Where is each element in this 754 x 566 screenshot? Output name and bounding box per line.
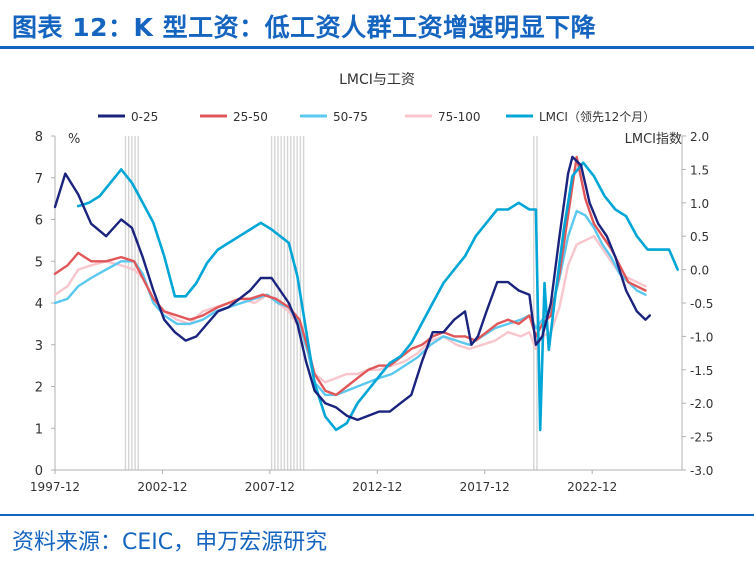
lmci-wage-chart: LMCI与工资 0-25 25-50 50-75 75-100 LMCI（领先12个月）… <box>30 72 713 494</box>
left-tick-label: 5 <box>35 255 43 270</box>
right-tick-label: -0.5 <box>690 297 713 311</box>
x-tick-label: 2012-12 <box>352 480 402 494</box>
legend-item-2: 50-75 <box>300 110 368 124</box>
legend-label: LMCI（领先12个月） <box>539 110 655 124</box>
legend: 0-25 25-50 50-75 75-100 LMCI（领先12个月） <box>98 110 655 124</box>
legend-item-1: 25-50 <box>200 110 268 124</box>
figure-title: 图表 12：K 型工资：低工资人群工资增速明显下降 <box>12 13 597 42</box>
title-rule <box>0 46 754 49</box>
left-tick-label: 4 <box>35 297 43 312</box>
x-tick-label: 2002-12 <box>137 480 187 494</box>
series-line-2 <box>53 209 647 397</box>
right-tick-label: -2.0 <box>690 397 713 411</box>
left-tick-label: 2 <box>35 381 43 396</box>
legend-label: 50-75 <box>333 110 368 124</box>
source-note: 资料来源：CEIC，申万宏源研究 <box>12 530 328 555</box>
left-axis-unit: % <box>68 132 80 147</box>
legend-label: 0-25 <box>131 110 158 124</box>
x-tick-label: 2017-12 <box>460 480 510 494</box>
x-tick-label: 2022-12 <box>567 480 617 494</box>
chart-title: LMCI与工资 <box>339 72 415 88</box>
series-line-1 <box>53 155 647 397</box>
x-tick-label: 2007-12 <box>245 480 295 494</box>
series-line-4 <box>76 161 679 432</box>
legend-item-4: LMCI（领先12个月） <box>506 110 655 124</box>
right-tick-label: 0.5 <box>690 230 709 244</box>
left-tick-label: 7 <box>35 172 43 187</box>
legend-item-0: 0-25 <box>98 110 158 124</box>
left-tick-label: 6 <box>35 214 43 229</box>
legend-item-3: 75-100 <box>405 110 481 124</box>
right-tick-label: -1.0 <box>690 330 713 344</box>
right-tick-label: 1.5 <box>690 163 709 177</box>
right-tick-label: 2.0 <box>690 130 709 144</box>
bottom-rule <box>0 514 754 516</box>
right-tick-label: -2.5 <box>690 431 713 445</box>
recession-band-0 <box>124 136 139 470</box>
recession-shading <box>124 136 538 470</box>
left-tick-label: 1 <box>35 422 43 437</box>
x-tick-label: 1997-12 <box>30 480 80 494</box>
right-tick-label: 0.0 <box>690 264 709 278</box>
left-tick-label: 8 <box>35 130 43 145</box>
right-axis-label: LMCI指数 <box>625 132 682 147</box>
right-tick-label: -3.0 <box>690 464 713 478</box>
legend-label: 25-50 <box>233 110 268 124</box>
left-tick-label: 3 <box>35 339 43 354</box>
right-tick-label: -1.5 <box>690 364 713 378</box>
axes: 0 1 2 3 4 5 6 7 8 -3.0 -2.5 -2.0 -1.5 -1.0 -0.5 0.0 0.5 1… <box>30 130 713 494</box>
series-lines <box>53 155 679 432</box>
legend-label: 75-100 <box>438 110 481 124</box>
right-tick-label: 1.0 <box>690 197 709 211</box>
series-line-0 <box>53 155 651 422</box>
left-tick-label: 0 <box>35 464 43 479</box>
